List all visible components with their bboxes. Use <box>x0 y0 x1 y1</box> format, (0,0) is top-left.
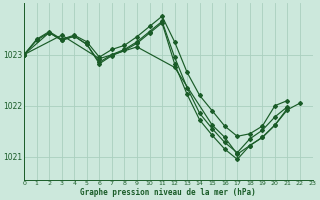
X-axis label: Graphe pression niveau de la mer (hPa): Graphe pression niveau de la mer (hPa) <box>80 188 256 197</box>
